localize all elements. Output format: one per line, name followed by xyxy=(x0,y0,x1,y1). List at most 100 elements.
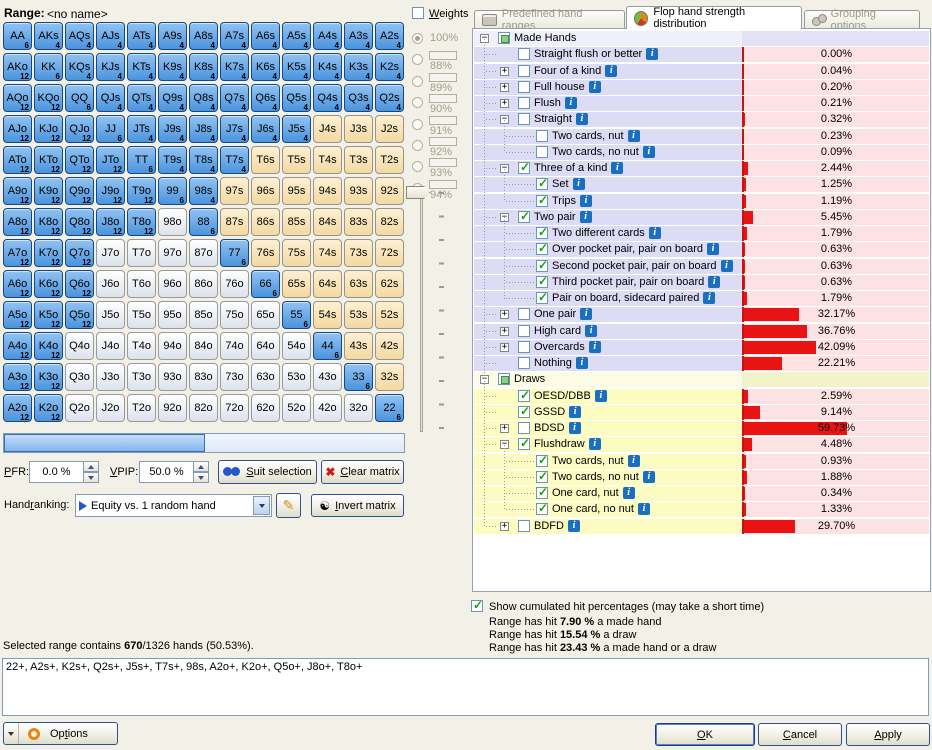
hand-cell-83s[interactable]: 83s xyxy=(344,208,373,236)
hand-cell-KK[interactable]: KK 6 xyxy=(34,53,63,81)
weight-value-box[interactable] xyxy=(429,51,457,61)
info-icon[interactable]: i xyxy=(605,64,618,77)
hand-cell-55[interactable]: 55 6 xyxy=(282,301,311,329)
hand-cell-84o[interactable]: 84o xyxy=(189,332,218,360)
tree-expander[interactable]: + xyxy=(500,423,509,433)
apply-button[interactable]: Apply xyxy=(846,723,930,746)
info-icon[interactable]: i xyxy=(580,308,593,321)
hand-cell-AJs[interactable]: AJs 4 xyxy=(96,22,125,50)
weight-value-box[interactable] xyxy=(429,179,457,189)
vpip-input[interactable]: 50.0 % xyxy=(139,461,194,483)
hand-cell-K4o[interactable]: K4o 12 xyxy=(34,332,63,360)
hand-cell-Q7s[interactable]: Q7s 4 xyxy=(220,84,249,112)
hand-cell-94o[interactable]: 94o xyxy=(158,332,187,360)
hand-cell-42s[interactable]: 42s xyxy=(375,332,404,360)
hand-cell-JTs[interactable]: JTs 4 xyxy=(127,115,156,143)
hand-cell-JJ[interactable]: JJ 6 xyxy=(96,115,125,143)
tree-checkbox-four-of-a-kind[interactable] xyxy=(518,64,530,77)
hand-cell-J4o[interactable]: J4o xyxy=(96,332,125,360)
tree-expander[interactable]: + xyxy=(500,98,509,108)
hand-cell-T5s[interactable]: T5s xyxy=(282,146,311,174)
info-icon[interactable]: i xyxy=(575,113,588,126)
hand-cell-K5o[interactable]: K5o 12 xyxy=(34,301,63,329)
hand-cell-AA[interactable]: AA 6 xyxy=(3,22,32,50)
info-icon[interactable]: i xyxy=(572,178,585,191)
hand-cell-K2s[interactable]: K2s 4 xyxy=(375,53,404,81)
pfr-spinner[interactable] xyxy=(83,461,99,483)
hand-cell-32o[interactable]: 32o xyxy=(344,394,373,422)
weight-radio-100%[interactable] xyxy=(412,33,423,44)
hand-cell-T8o[interactable]: T8o 12 xyxy=(127,208,156,236)
hand-cell-QTs[interactable]: QTs 4 xyxy=(127,84,156,112)
hand-cell-ATs[interactable]: ATs 4 xyxy=(127,22,156,50)
hand-cell-74o[interactable]: 74o xyxy=(220,332,249,360)
hand-cell-JTo[interactable]: JTo 12 xyxy=(96,146,125,174)
tree-checkbox-one-card-nut[interactable] xyxy=(536,485,548,499)
hand-cell-64o[interactable]: 64o xyxy=(251,332,280,360)
hand-cell-K4s[interactable]: K4s 4 xyxy=(313,53,342,81)
hand-cell-J6o[interactable]: J6o xyxy=(96,270,125,298)
weight-value-box[interactable] xyxy=(429,115,457,125)
info-icon[interactable]: i xyxy=(642,145,655,158)
hand-cell-QTo[interactable]: QTo 12 xyxy=(65,146,94,174)
hand-cell-95o[interactable]: 95o xyxy=(158,301,187,329)
suit-selection-button[interactable]: Suit selection xyxy=(218,460,317,484)
hand-cell-87s[interactable]: 87s xyxy=(220,208,249,236)
tree-checkbox-made-hands[interactable] xyxy=(498,32,510,44)
hand-cell-KJs[interactable]: KJs 4 xyxy=(96,53,125,81)
hand-cell-98o[interactable]: 98o xyxy=(158,208,187,236)
hand-cell-K9o[interactable]: K9o 12 xyxy=(34,177,63,205)
info-icon[interactable]: i xyxy=(637,503,650,516)
hand-cell-T6o[interactable]: T6o xyxy=(127,270,156,298)
tree-checkbox-set[interactable] xyxy=(536,176,548,191)
info-icon[interactable]: i xyxy=(588,340,601,353)
weight-radio-90%[interactable] xyxy=(412,97,423,109)
hand-cell-43o[interactable]: 43o xyxy=(313,363,342,391)
hand-cell-Q3o[interactable]: Q3o xyxy=(65,363,94,391)
hand-cell-A3s[interactable]: A3s 4 xyxy=(344,22,373,50)
info-icon[interactable]: i xyxy=(588,438,601,451)
hand-cell-53s[interactable]: 53s xyxy=(344,301,373,329)
matrix-scrollbar[interactable] xyxy=(3,433,405,453)
hand-cell-97s[interactable]: 97s xyxy=(220,177,249,205)
tab-flop-hand-strength-distribution[interactable]: Flop hand strength distribution xyxy=(626,6,802,30)
pfr-input[interactable]: 0.0 % xyxy=(29,461,84,483)
tree-expander[interactable]: + xyxy=(500,341,509,352)
hand-cell-A6o[interactable]: A6o 12 xyxy=(3,270,32,298)
hand-cell-K2o[interactable]: K2o 12 xyxy=(34,394,63,422)
hand-cell-65s[interactable]: 65s xyxy=(282,270,311,298)
hand-cell-J8s[interactable]: J8s 4 xyxy=(189,115,218,143)
tree-expander[interactable]: + xyxy=(500,65,509,76)
info-icon[interactable]: i xyxy=(720,259,733,272)
tree-checkbox-two-cards-no-nut[interactable] xyxy=(536,469,548,483)
tree-expander[interactable]: + xyxy=(500,309,509,320)
hand-cell-85o[interactable]: 85o xyxy=(189,301,218,329)
hand-cell-J6s[interactable]: J6s 4 xyxy=(251,115,280,143)
hand-cell-75s[interactable]: 75s xyxy=(282,239,311,267)
hand-cell-A4s[interactable]: A4s 4 xyxy=(313,22,342,50)
matrix-scrollbar-thumb[interactable] xyxy=(4,434,205,452)
tree-checkbox-one-pair[interactable] xyxy=(518,308,530,321)
hand-cell-T2o[interactable]: T2o xyxy=(127,394,156,422)
hand-cell-T8s[interactable]: T8s 4 xyxy=(189,146,218,174)
hand-cell-J5s[interactable]: J5s 4 xyxy=(282,115,311,143)
info-icon[interactable]: i xyxy=(611,162,624,174)
hand-cell-92o[interactable]: 92o xyxy=(158,394,187,422)
hand-cell-K3s[interactable]: K3s 4 xyxy=(344,53,373,81)
hand-cell-J8o[interactable]: J8o 12 xyxy=(96,208,125,236)
hand-cell-94s[interactable]: 94s xyxy=(313,177,342,205)
tree-checkbox-trips[interactable] xyxy=(536,193,548,207)
hand-cell-22[interactable]: 22 6 xyxy=(375,394,404,422)
hand-cell-73o[interactable]: 73o xyxy=(220,363,249,391)
info-icon[interactable]: i xyxy=(575,357,588,369)
hand-cell-QQ[interactable]: QQ 6 xyxy=(65,84,94,112)
hand-cell-88[interactable]: 88 6 xyxy=(189,208,218,236)
tree-expander[interactable]: + xyxy=(500,325,509,336)
info-icon[interactable]: i xyxy=(708,275,721,288)
info-icon[interactable]: i xyxy=(568,422,581,434)
hand-cell-T2s[interactable]: T2s xyxy=(375,146,404,174)
hand-cell-K5s[interactable]: K5s 4 xyxy=(282,53,311,81)
info-icon[interactable]: i xyxy=(564,97,577,109)
hand-cell-43s[interactable]: 43s xyxy=(344,332,373,360)
hand-cell-QJs[interactable]: QJs 4 xyxy=(96,84,125,112)
